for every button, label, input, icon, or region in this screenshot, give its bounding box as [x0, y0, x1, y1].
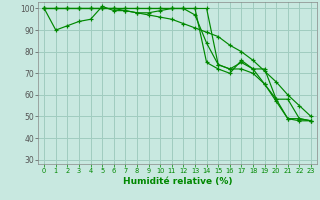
- X-axis label: Humidité relative (%): Humidité relative (%): [123, 177, 232, 186]
